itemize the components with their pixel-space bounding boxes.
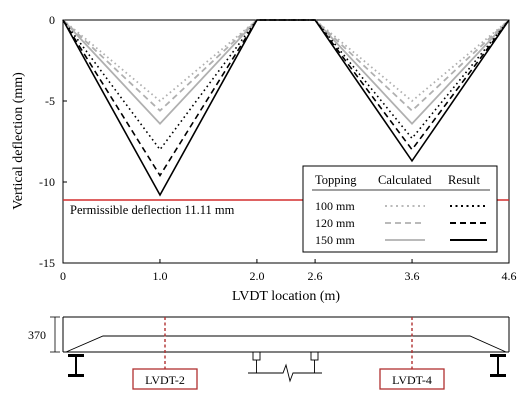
x-tick-label: 4.6	[502, 269, 517, 283]
left-support	[68, 354, 84, 377]
right-support	[490, 354, 506, 377]
beam-diagram: 370 LVDT-2 LVDT-4	[28, 316, 510, 390]
permissible-deflection-label: Permissible deflection 11.11 mm	[70, 203, 235, 217]
series-line-result-150-mm	[62, 19, 510, 197]
midspan-connection-symbol	[248, 351, 322, 383]
y-tick-label: -15	[39, 256, 55, 270]
y-axis-title: Vertical deflection (mm)	[11, 72, 26, 210]
x-tick-label: 0	[60, 269, 66, 283]
legend-header-result: Result	[448, 173, 480, 187]
beam-depth-label: 370	[28, 328, 46, 342]
beam-web-outline	[65, 335, 507, 353]
legend-row-label: 150 mm	[315, 233, 355, 247]
y-tick-label: -5	[45, 94, 55, 108]
lvdt-4-label: LVDT-4	[392, 373, 432, 387]
x-axis-title: LVDT location (m)	[232, 289, 340, 304]
x-tick-label: 1.0	[153, 269, 168, 283]
lvdt-4-label-box	[379, 368, 445, 390]
lvdt-2-label: LVDT-2	[145, 373, 185, 387]
legend-header-topping: Topping	[315, 173, 357, 187]
legend-row-label: 120 mm	[315, 216, 355, 230]
x-tick-label: 2.0	[250, 269, 265, 283]
axis-ticks	[62, 19, 510, 264]
legend: Topping Calculated Result 100 mm 120 mm …	[302, 165, 498, 253]
legend-header-calculated: Calculated	[378, 173, 432, 187]
x-tick-label: 3.6	[405, 269, 420, 283]
series-line-result-100-mm	[62, 19, 510, 151]
legend-swatches	[385, 205, 487, 241]
y-tick-label: 0	[49, 13, 55, 27]
legend-box	[302, 165, 498, 253]
series-line-calculated-100-mm	[62, 19, 510, 103]
series-line-calculated-120-mm	[62, 19, 510, 112]
y-tick-label: -10	[39, 175, 55, 189]
lvdt-2-label-box	[132, 368, 198, 390]
series-lines	[62, 19, 510, 197]
x-tick-label: 2.6	[308, 269, 323, 283]
series-line-result-120-mm	[62, 19, 510, 178]
legend-row-label: 100 mm	[315, 199, 355, 213]
